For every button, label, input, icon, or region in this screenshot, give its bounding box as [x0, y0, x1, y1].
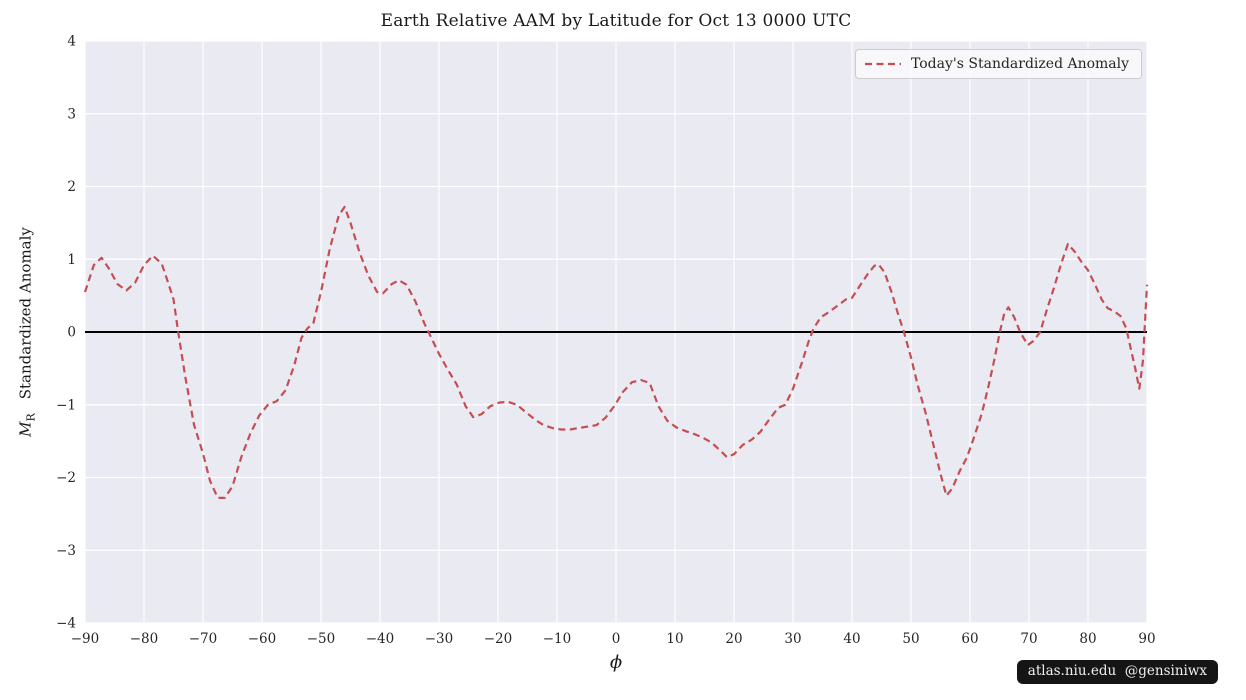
x-tick-label: 60 [961, 631, 978, 647]
x-tick-label: 30 [784, 631, 801, 647]
legend-dash-icon [865, 62, 901, 66]
x-tick-label: −70 [189, 631, 218, 647]
y-tick-label: 3 [67, 106, 76, 122]
y-tick-label: 1 [67, 252, 76, 268]
y-tick-label: −3 [56, 543, 76, 559]
y-tick-label: 0 [67, 325, 76, 341]
x-tick-label: −20 [484, 631, 513, 647]
x-tick-label: −60 [248, 631, 277, 647]
y-axis-label: MR Standardized Anomaly [17, 227, 38, 437]
x-tick-label: −90 [71, 631, 100, 647]
y-axis-label-math: M [16, 421, 35, 437]
x-tick-label: −10 [543, 631, 572, 647]
legend-box: Today's Standardized Anomaly [855, 49, 1143, 79]
x-tick-label: −50 [307, 631, 336, 647]
y-tick-label: −1 [56, 397, 76, 413]
x-tick-label: 90 [1138, 631, 1155, 647]
x-tick-label: 70 [1020, 631, 1037, 647]
x-tick-label: 0 [612, 631, 621, 647]
watermark-badge: atlas.niu.edu @gensiniwx [1016, 660, 1218, 684]
x-axis-label: ϕ [609, 652, 623, 673]
y-tick-label: 4 [67, 34, 76, 50]
x-tick-label: 80 [1079, 631, 1096, 647]
x-tick-label: −80 [130, 631, 159, 647]
y-axis-label-sub: R [24, 413, 38, 422]
y-tick-label: −2 [56, 470, 76, 486]
x-tick-label: 20 [725, 631, 742, 647]
x-tick-label: −30 [425, 631, 454, 647]
x-tick-label: 40 [843, 631, 860, 647]
x-tick-label: 10 [666, 631, 683, 647]
y-tick-label: −4 [56, 616, 76, 632]
y-tick-label: 2 [67, 179, 76, 195]
legend-label: Today's Standardized Anomaly [911, 56, 1130, 72]
x-tick-label: 50 [902, 631, 919, 647]
chart-title: Earth Relative AAM by Latitude for Oct 1… [380, 11, 852, 31]
x-tick-label: −40 [366, 631, 395, 647]
y-axis-label-text: Standardized Anomaly [16, 227, 35, 400]
